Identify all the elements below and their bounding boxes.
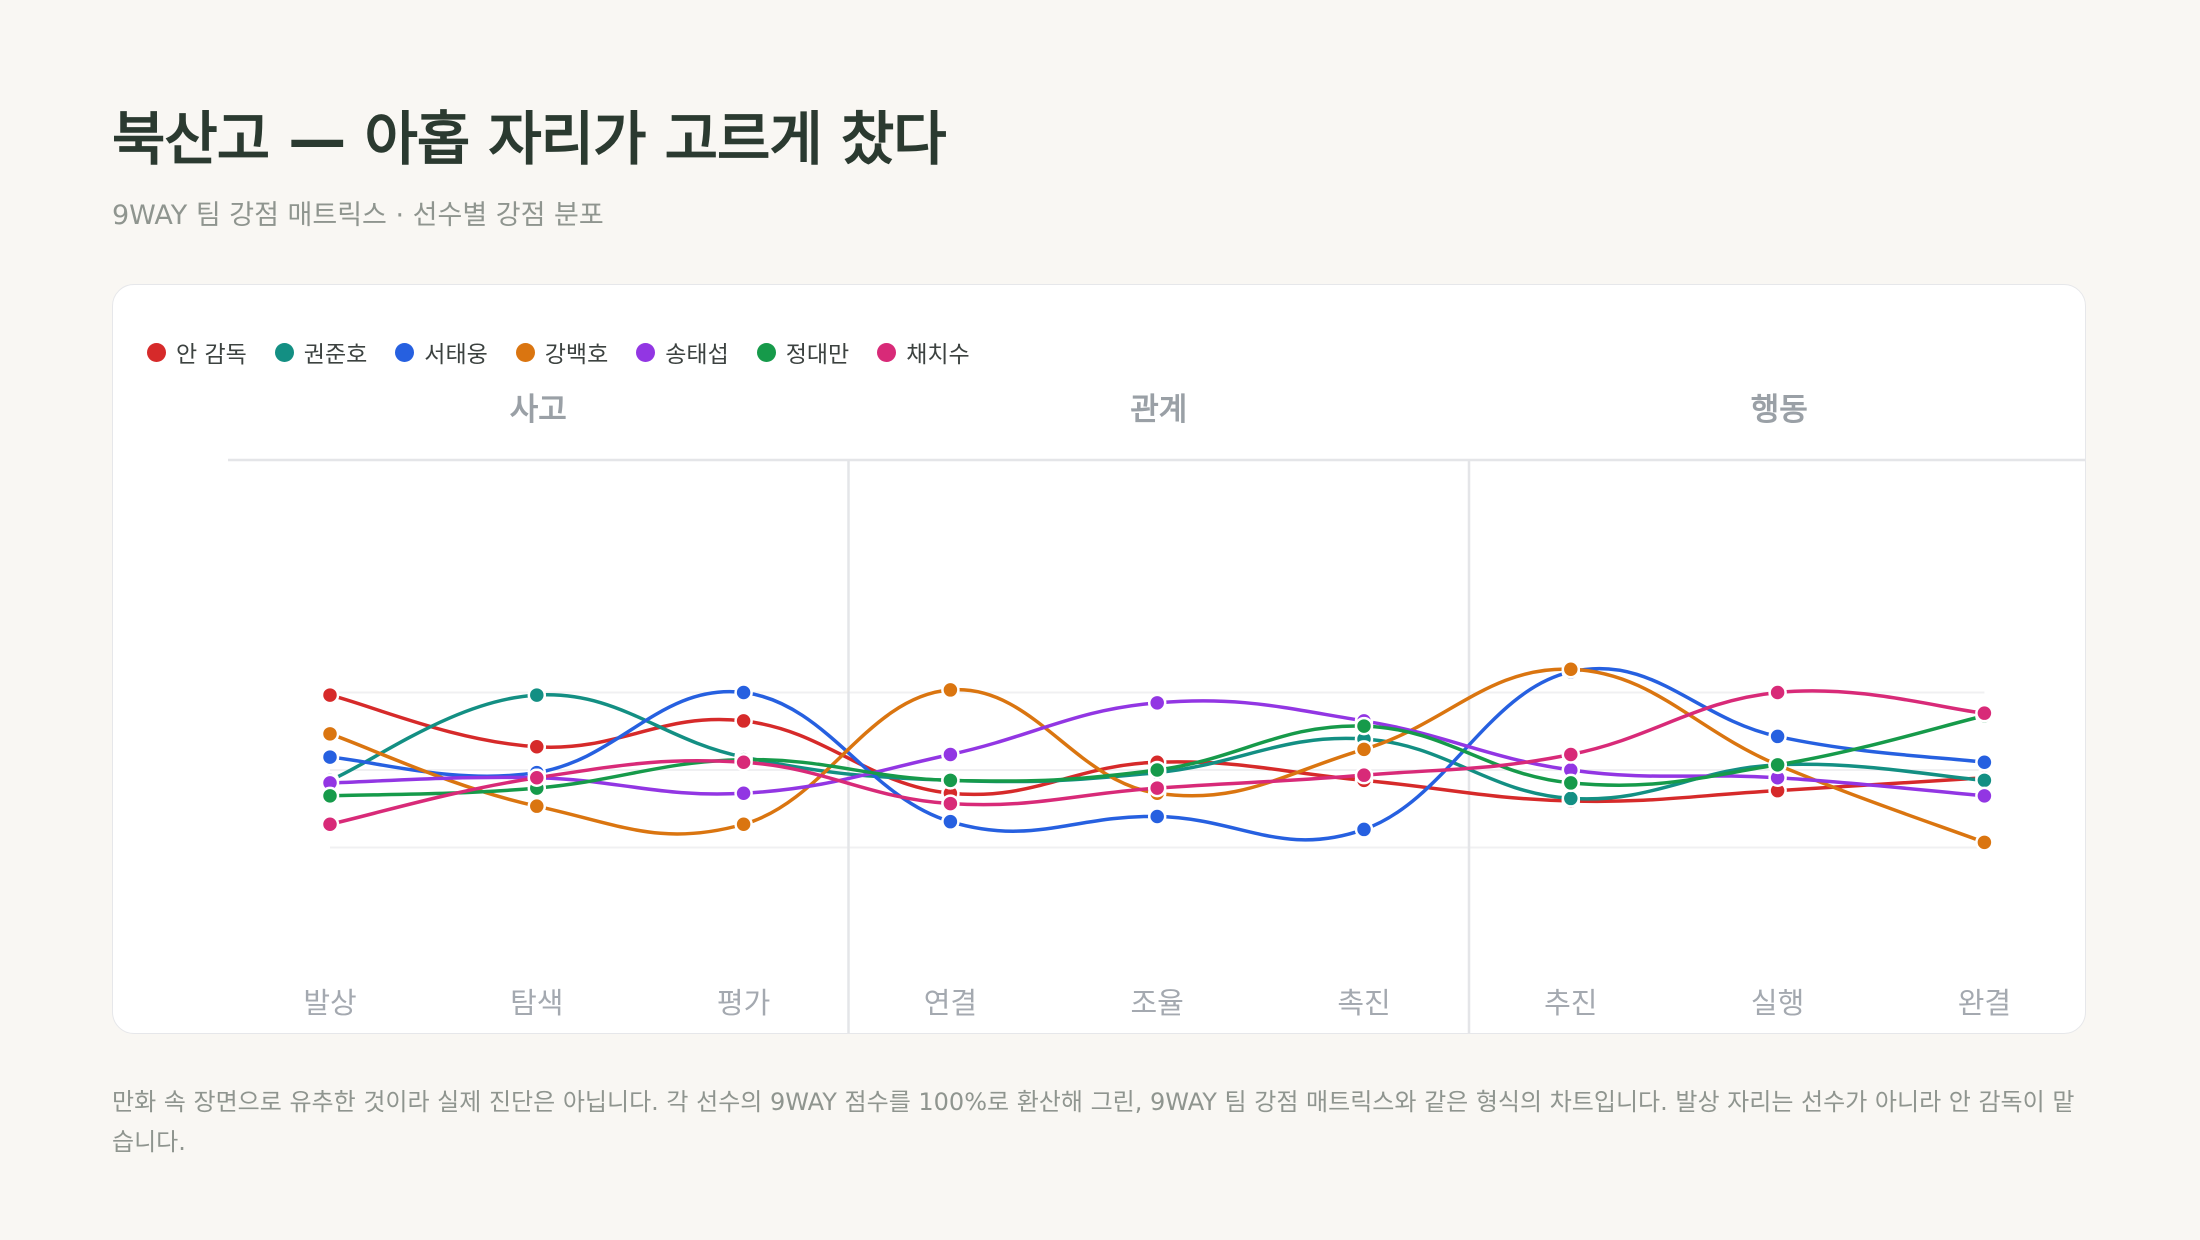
data-point — [941, 680, 960, 700]
page-title: 북산고 — 아홉 자리가 고르게 찼다 — [112, 105, 947, 173]
legend-label: 서태웅 — [424, 342, 488, 368]
data-point — [1975, 753, 1994, 772]
legend-label: 권준호 — [303, 342, 368, 368]
data-point — [1768, 755, 1787, 775]
legend-item[interactable]: 안 감독 — [147, 335, 247, 369]
data-point — [1768, 727, 1787, 746]
data-point — [527, 768, 547, 787]
data-point — [1147, 760, 1167, 780]
data-point — [1147, 778, 1167, 798]
group-title: 관계 — [1130, 392, 1187, 428]
legend-marker-icon — [274, 342, 294, 362]
data-point — [320, 747, 340, 767]
data-point — [1147, 693, 1167, 713]
legend-item[interactable]: 송태섭 — [636, 335, 729, 369]
data-point — [1768, 683, 1787, 702]
x-tick-label: 완결 — [1958, 986, 2011, 1020]
data-point — [1975, 786, 1994, 806]
group-title: 행동 — [1751, 392, 1808, 428]
data-point — [941, 771, 960, 790]
data-point — [1975, 833, 1994, 852]
series-points — [320, 660, 1994, 852]
chart-legend: 안 감독 권준호 서태웅 강백호 송태섭 정대만 채치수 — [147, 335, 970, 369]
data-point — [1561, 773, 1581, 793]
data-point — [1561, 745, 1581, 764]
legend-item[interactable]: 서태웅 — [395, 335, 488, 369]
x-tick-label: 촉진 — [1337, 986, 1390, 1020]
legend-marker-icon — [515, 342, 535, 362]
legend-item[interactable]: 강백호 — [515, 335, 609, 369]
legend-item[interactable]: 정대만 — [756, 335, 850, 369]
legend-marker-icon — [636, 342, 656, 362]
legend-item[interactable]: 채치수 — [877, 335, 970, 369]
legend-item[interactable]: 권준호 — [274, 335, 368, 369]
x-tick-label: 평가 — [717, 986, 770, 1020]
data-point — [734, 683, 753, 702]
x-tick-label: 실행 — [1751, 986, 1804, 1020]
data-point — [320, 815, 340, 834]
data-point — [941, 812, 960, 831]
data-point — [734, 784, 753, 803]
data-point — [320, 685, 340, 705]
legend-marker-icon — [395, 342, 415, 362]
legend-label: 강백호 — [544, 342, 609, 368]
data-point — [941, 794, 960, 813]
legend-marker-icon — [877, 342, 897, 362]
x-tick-label: 조율 — [1131, 986, 1184, 1020]
legend-label: 채치수 — [906, 342, 970, 368]
page-subtitle: 9WAY 팀 강점 매트릭스 · 선수별 강점 분포 — [112, 200, 604, 231]
data-point — [734, 753, 753, 772]
x-tick-label: 탐색 — [510, 986, 563, 1020]
data-point — [941, 745, 960, 764]
legend-label: 정대만 — [785, 342, 850, 368]
legend-marker-icon — [147, 342, 166, 362]
data-point — [1561, 789, 1581, 808]
legend-marker-icon — [756, 342, 776, 362]
data-point — [1147, 807, 1167, 826]
data-point — [1975, 771, 1994, 790]
x-tick-label: 연결 — [924, 986, 977, 1020]
legend-label: 안 감독 — [176, 342, 247, 368]
data-point — [1354, 765, 1374, 785]
group-title: 사고 — [510, 392, 567, 428]
data-point — [734, 815, 753, 834]
data-point — [734, 711, 753, 731]
data-point — [320, 724, 340, 744]
data-point — [527, 685, 547, 705]
data-point — [1975, 703, 1994, 723]
data-point — [1561, 660, 1581, 679]
x-tick-label: 발상 — [303, 986, 356, 1020]
data-point — [1354, 820, 1374, 839]
data-point — [1354, 740, 1374, 759]
data-point — [1354, 716, 1374, 736]
x-tick-label: 추진 — [1544, 986, 1597, 1020]
data-point — [527, 796, 547, 816]
legend-label: 송태섭 — [665, 342, 729, 368]
data-point — [527, 737, 547, 756]
data-point — [320, 786, 340, 806]
footnote: 만화 속 장면으로 유추한 것이라 실제 진단은 아닙니다. 각 선수의 9WA… — [112, 1088, 2075, 1156]
